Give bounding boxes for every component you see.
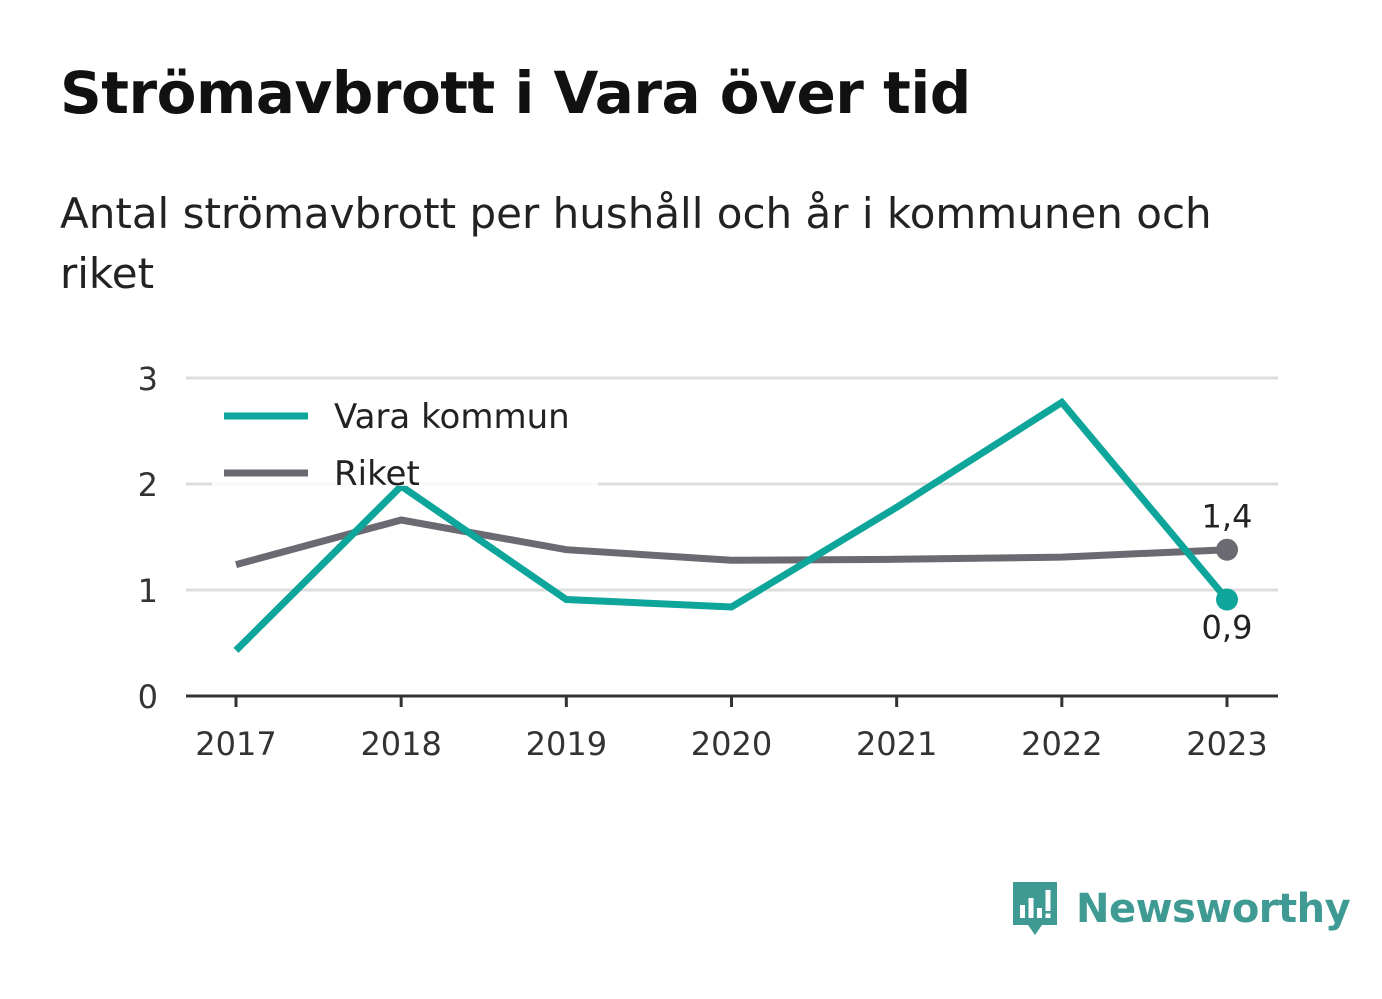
brand-logo: Newsworthy xyxy=(1010,878,1351,940)
series-line-1 xyxy=(235,516,1228,568)
x-tick-label: 2023 xyxy=(1186,725,1267,763)
x-tick-label: 2017 xyxy=(195,725,276,763)
newsworthy-logo-icon xyxy=(1013,882,1057,935)
x-tick-label: 2021 xyxy=(856,725,937,763)
legend: Vara kommun Riket xyxy=(212,390,598,494)
y-tick-label: 2 xyxy=(138,466,158,504)
legend-label: Riket xyxy=(334,454,420,494)
x-tick-label: 2018 xyxy=(360,725,441,763)
x-tick-label: 2022 xyxy=(1021,725,1102,763)
series-end-point-1 xyxy=(1216,538,1238,561)
chart-title: Strömavbrott i Vara över tid xyxy=(60,59,971,127)
series-end-point-0 xyxy=(1216,588,1238,611)
x-tick-label: 2019 xyxy=(526,725,607,763)
y-tick-label: 0 xyxy=(138,678,158,716)
series-lines xyxy=(233,397,1238,653)
y-tick-label: 3 xyxy=(138,360,158,398)
series-line-0 xyxy=(233,397,1230,653)
end-label-vara: 0,9 xyxy=(1202,609,1253,647)
y-axis-ticks: 0 1 2 3 xyxy=(138,360,158,716)
x-axis-ticks: 2017 2018 2019 2020 2021 2022 2023 xyxy=(195,696,1268,763)
brand-name: Newsworthy xyxy=(1076,886,1351,932)
x-tick-label: 2020 xyxy=(691,725,772,763)
end-labels: 1,4 0,9 xyxy=(1202,498,1253,647)
y-tick-label: 1 xyxy=(138,572,158,610)
end-label-riket: 1,4 xyxy=(1202,498,1253,536)
chart-subtitle: Antal strömavbrott per hushåll och år i … xyxy=(60,189,1212,298)
legend-label: Vara kommun xyxy=(334,397,570,437)
